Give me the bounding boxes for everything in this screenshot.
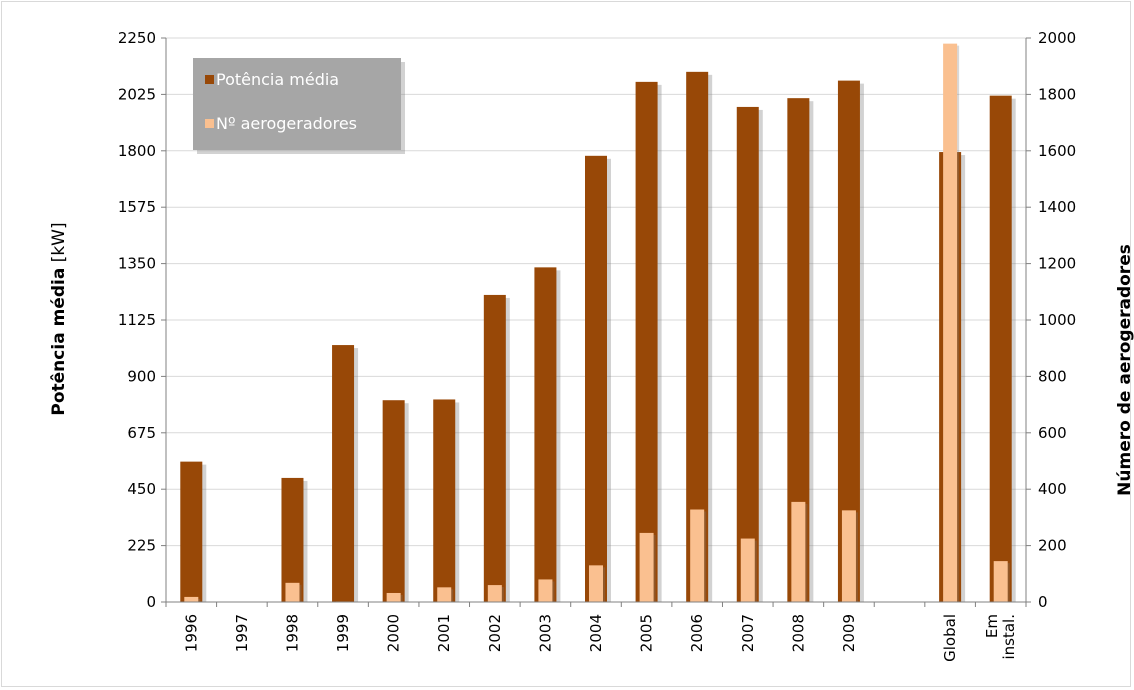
x-axis-ticks: 1996 1997 1998 1999 2000 2001 2002 2003 2004 2005… [165,602,1027,662]
right-tick-label: 400 [1038,480,1067,498]
bar-aerogeradores [841,510,856,602]
legend-box [193,58,401,150]
x-tick-label-line: 1996 [182,614,200,652]
x-tick-label: 2008 [789,614,807,652]
left-axis-title: Potência média [kW] [49,222,69,415]
left-tick-label: 225 [127,537,156,555]
x-tick-label-line: 2007 [739,614,757,652]
left-tick-label: 2250 [118,29,156,47]
x-tick-label-line: instal. [1000,614,1018,660]
x-tick-label-line: 2002 [486,614,504,652]
bar-aerogeradores [386,592,401,602]
x-tick-label: 2004 [587,614,605,652]
bar-potencia-media [332,345,355,602]
bar-potencia-media [382,400,405,602]
x-tick-label: 2000 [385,614,403,652]
x-tick-label-line: 2009 [840,614,858,652]
right-axis-title: Número de aerogeradores [1115,244,1134,496]
bar-aerogeradores [437,587,452,602]
x-tick-label-line: 1997 [233,614,251,652]
bar-potencia-media [736,106,759,602]
bar-aerogeradores [740,538,755,602]
left-tick-label: 675 [127,424,156,442]
bar-potencia-media [686,71,709,603]
x-tick-label-line: Em [983,614,1001,638]
right-axis-ticks: 0 200 400 600 800 1000 1200 1400 1600 1800 2000 [1026,29,1076,611]
left-tick-label: 1800 [118,142,156,160]
x-tick-label: 2007 [739,614,757,652]
x-tick-label-line: 1999 [334,614,352,652]
bar-aerogeradores [943,43,958,602]
bar-potencia-media [483,294,506,602]
bars [180,43,1016,603]
legend-label: Nº aerogeradores [216,114,357,133]
x-tick-label-line: 2005 [638,614,656,652]
bar-potencia-media [585,155,607,602]
right-tick-label: 1000 [1038,311,1076,329]
right-tick-label: 1800 [1038,85,1076,103]
x-tick-label: 2006 [688,614,706,652]
x-tick-label-line: 2004 [587,614,605,652]
right-tick-label: 600 [1038,424,1067,442]
left-tick-label: 900 [127,367,156,385]
bar-potencia-media [989,95,1012,603]
left-tick-label: 1125 [118,311,156,329]
x-tick-label-line: 2003 [536,614,554,652]
bar-potencia-media [433,399,456,602]
legend-label: Potência média [216,70,339,89]
bar-aerogeradores [993,561,1008,602]
x-tick-label: 1997 [233,614,251,652]
right-tick-label: 1200 [1038,255,1076,273]
x-tick-label-line: 2000 [385,614,403,652]
left-axis-title-bold: Potência média [49,268,69,416]
x-tick-label: 2001 [435,614,453,652]
right-tick-label: 1600 [1038,142,1076,160]
x-tick-label-line: 2008 [789,614,807,652]
bar-aerogeradores [589,565,603,602]
bar-aerogeradores [487,585,502,602]
bar-potencia-media [635,81,658,602]
legend-swatch [205,75,214,84]
bar-aerogeradores [538,579,553,602]
left-axis-title-unit: [kW] [49,222,69,267]
left-tick-label: 450 [127,480,156,498]
x-tick-label: 2003 [536,614,554,652]
bar-potencia-media [180,461,203,602]
x-tick-label: 1996 [182,614,200,652]
right-tick-label: 200 [1038,537,1067,555]
bar-potencia-media [787,98,810,602]
x-tick-label-line: 2006 [688,614,706,652]
x-tick-label-line: 2001 [435,614,453,652]
x-tick-label: 2005 [638,614,656,652]
bar-potencia-media [837,80,860,602]
left-tick-label: 1575 [118,198,156,216]
left-tick-label: 2025 [118,85,156,103]
right-tick-label: 2000 [1038,29,1076,47]
x-tick-label: 1999 [334,614,352,652]
bar-aerogeradores [285,582,300,602]
x-tick-label: Global [941,614,959,662]
bar-aerogeradores [184,596,199,602]
right-tick-label: 1400 [1038,198,1076,216]
legend: Potência média Nº aerogeradores [193,58,405,154]
left-tick-label: 0 [146,593,156,611]
x-tick-label: 2009 [840,614,858,652]
left-tick-label: 1350 [118,255,156,273]
left-axis-ticks: 0 225 450 675 900 1125 1350 1575 1800 2025 2250 [118,29,166,611]
bar-potencia-media [534,267,557,602]
x-tick-label-line: 1998 [283,614,301,652]
x-tick-label: Eminstal. [983,614,1018,660]
x-tick-label: 1998 [283,614,301,652]
right-tick-label: 800 [1038,367,1067,385]
bar-aerogeradores [690,509,705,602]
bar-aerogeradores [791,501,806,602]
bar-aerogeradores [639,532,654,602]
legend-swatch [205,119,214,128]
right-tick-label: 0 [1038,593,1048,611]
bar-potencia-media [281,477,304,602]
x-tick-label-line: Global [941,614,959,662]
x-tick-label: 2002 [486,614,504,652]
